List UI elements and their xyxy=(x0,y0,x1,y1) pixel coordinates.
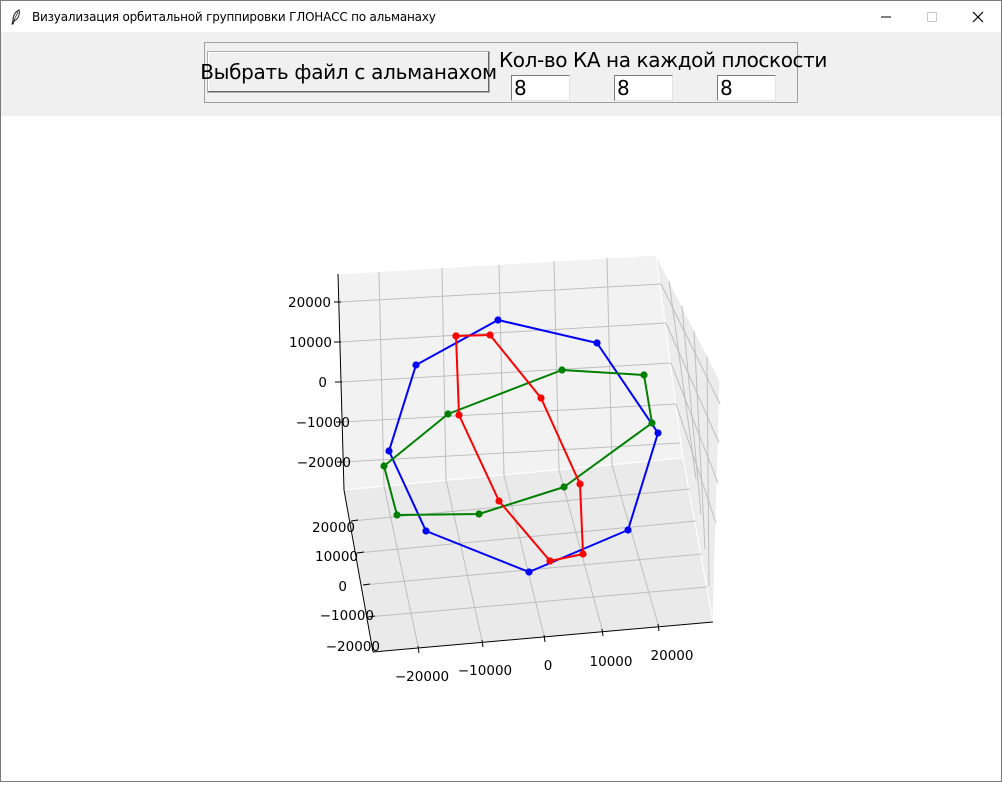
satellite-point xyxy=(546,557,554,565)
satellite-point xyxy=(576,480,584,488)
feather-icon xyxy=(9,9,23,25)
axis-ticks xyxy=(334,301,660,654)
grid-lines xyxy=(339,257,721,647)
satellite-point xyxy=(525,568,533,576)
satellite-point xyxy=(654,429,662,437)
plane-3-count-input[interactable] xyxy=(717,75,776,101)
x-tick-label: −20000 xyxy=(395,669,449,685)
x-tick-label: 20000 xyxy=(651,648,694,664)
orbit-plane-3 xyxy=(452,331,587,565)
satellite-point xyxy=(593,339,601,347)
y-tick-label: 20000 xyxy=(312,520,355,536)
satellite-point xyxy=(495,497,503,505)
satellite-point xyxy=(452,332,460,340)
z-tick-label: 20000 xyxy=(288,295,331,311)
z-tick-label: −20000 xyxy=(297,455,351,471)
satellite-point xyxy=(455,411,463,419)
orbit-series-layer xyxy=(380,316,662,576)
satellite-point xyxy=(648,419,656,427)
satellite-point xyxy=(579,550,587,558)
satellite-point xyxy=(422,527,430,535)
plot-canvas[interactable]: 20000 10000 0 −10000 −20000 20000 10000 … xyxy=(1,116,1001,781)
title-bar: Визуализация орбитальной группировки ГЛО… xyxy=(1,1,1001,32)
y-tick-label: 0 xyxy=(338,579,347,595)
satellite-point xyxy=(380,462,388,470)
y-tick-label: −10000 xyxy=(320,608,374,624)
minimize-icon xyxy=(881,16,891,17)
satellite-point xyxy=(385,447,393,455)
satellite-point xyxy=(444,410,452,418)
satellite-point xyxy=(624,526,632,534)
plane-1-count-input[interactable] xyxy=(511,75,570,101)
satellite-point xyxy=(494,316,502,324)
maximize-button[interactable] xyxy=(909,1,955,32)
close-icon xyxy=(972,11,984,22)
z-axis-tick-labels: 20000 10000 0 −10000 −20000 xyxy=(288,295,351,471)
y-tick-label: 10000 xyxy=(315,549,358,565)
x-tick-label: 0 xyxy=(544,658,553,674)
satellite-point xyxy=(537,394,545,402)
z-tick-label: −10000 xyxy=(296,415,350,431)
x-axis-tick-labels: −20000 −10000 0 10000 20000 xyxy=(395,648,694,685)
choose-almanac-file-button[interactable]: Выбрать файл с альманахом xyxy=(200,51,497,93)
satellite-point xyxy=(640,371,648,379)
satellite-point xyxy=(412,361,420,369)
satellite-point xyxy=(486,331,494,339)
orbit-plane-2 xyxy=(380,366,656,519)
maximize-icon xyxy=(927,11,937,22)
controls-frame: Выбрать файл с альманахом Кол-во КА на к… xyxy=(200,42,827,103)
satellite-count-label: Кол-во КА на каждой плоскости xyxy=(499,48,827,72)
satellite-point xyxy=(560,483,568,491)
x-tick-label: −10000 xyxy=(458,663,512,679)
window-title: Визуализация орбитальной группировки ГЛО… xyxy=(32,10,436,24)
orbit-3d-plot[interactable]: 20000 10000 0 −10000 −20000 20000 10000 … xyxy=(1,116,1001,781)
satellite-point xyxy=(393,511,401,519)
satellite-point xyxy=(475,510,483,518)
plane-2-count-input[interactable] xyxy=(614,75,673,101)
y-axis-tick-labels: 20000 10000 0 −10000 −20000 xyxy=(312,520,380,655)
z-tick-label: 0 xyxy=(318,375,327,391)
x-tick-label: 10000 xyxy=(590,654,633,670)
z-tick-label: 10000 xyxy=(289,335,332,351)
close-button[interactable] xyxy=(955,1,1001,32)
toolbar: Выбрать файл с альманахом Кол-во КА на к… xyxy=(1,32,1001,116)
y-tick-label: −20000 xyxy=(326,639,380,655)
satellite-point xyxy=(558,366,566,374)
minimize-button[interactable] xyxy=(863,1,909,32)
